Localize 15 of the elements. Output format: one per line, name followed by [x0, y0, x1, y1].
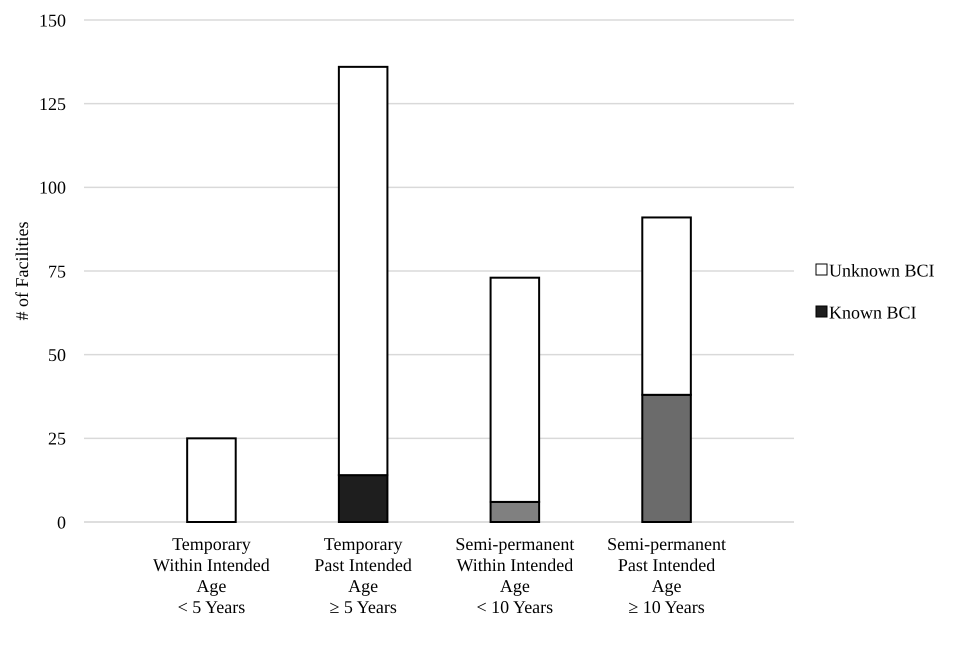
y-tick-label: 0	[57, 512, 66, 532]
x-tick-label: Semi-permanent Within Intended Age < 10 Years	[455, 534, 574, 617]
y-tick-label: 100	[39, 178, 66, 198]
x-tick-label: Semi-permanent Past Intended Age ≥ 10 Years	[607, 534, 726, 617]
legend-label: Known BCI	[829, 302, 917, 322]
y-tick-label: 50	[48, 344, 66, 365]
x-tick-label: Temporary Within Intended Age < 5 Years	[153, 534, 270, 617]
x-tick-label: Temporary Past Intended Age ≥ 5 Years	[314, 534, 412, 617]
legend-label: Unknown BCI	[829, 260, 935, 280]
y-tick-label: 75	[48, 261, 66, 282]
y-axis-title: # of Facilities	[12, 222, 32, 320]
y-tick-label: 25	[48, 428, 66, 449]
bar	[186, 437, 237, 523]
y-tick-label: 125	[39, 94, 66, 114]
y-tick-label: 150	[39, 10, 66, 30]
